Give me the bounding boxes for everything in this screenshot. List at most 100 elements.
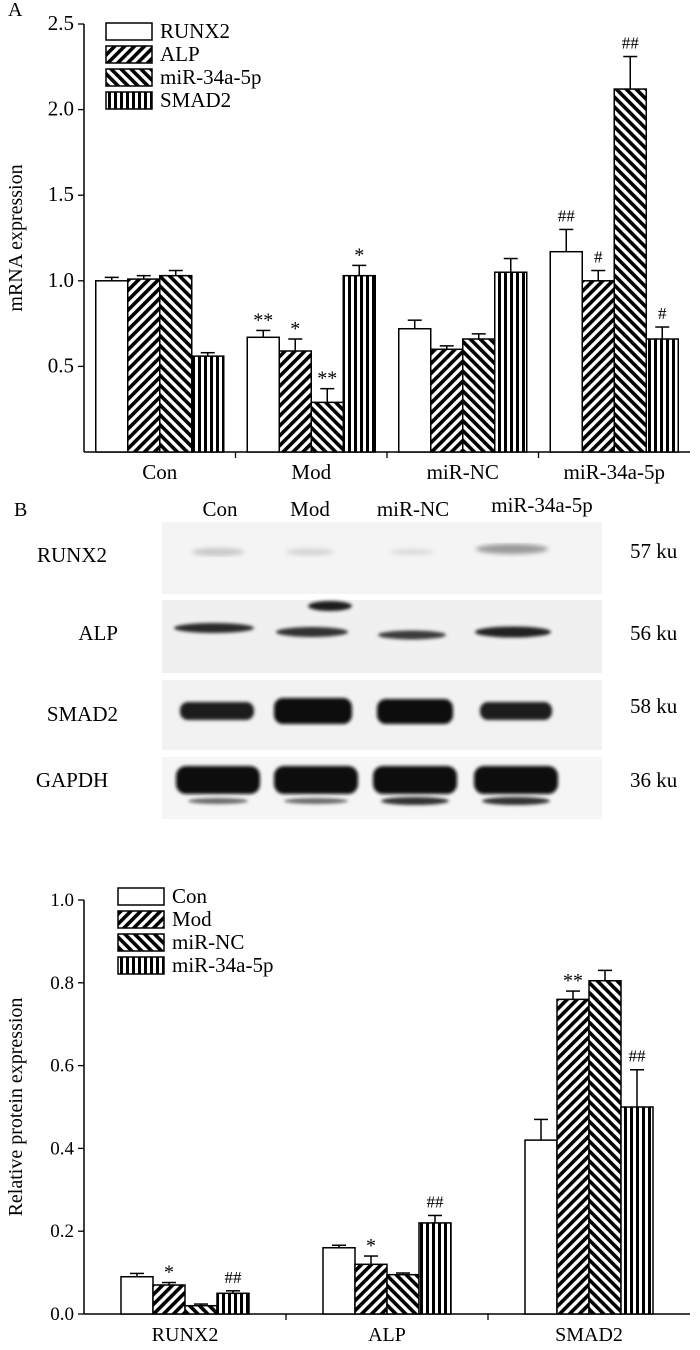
blot-band — [378, 630, 446, 640]
y-tick-label: 0.2 — [50, 1221, 74, 1242]
bar-alp-con — [127, 278, 161, 453]
category-label: miR-NC — [427, 460, 499, 484]
blot-size-runx2: 57 ku — [630, 539, 678, 563]
legend-swatch — [117, 956, 165, 975]
blot-band — [308, 601, 352, 611]
legend-label: RUNX2 — [160, 19, 230, 43]
y-tick-label: 0.5 — [48, 353, 74, 377]
blot-band — [284, 798, 348, 804]
significance-mark: ** — [563, 970, 583, 992]
bar-mod-smad2 — [556, 998, 590, 1315]
blot-band — [180, 702, 254, 720]
panel-letter-a: A — [8, 0, 23, 21]
blot-band — [176, 766, 260, 794]
y-tick-label: 0.0 — [50, 1304, 74, 1325]
bar-runx2-mod — [246, 336, 280, 453]
blot-strip-runx2 — [162, 522, 602, 594]
bar-con-alp — [322, 1247, 356, 1315]
bar-mir-34a-5p-smad2 — [620, 1106, 654, 1315]
blot-band — [276, 627, 348, 637]
bar-mod-alp — [354, 1263, 388, 1315]
y-tick-label: 1.0 — [48, 268, 74, 292]
legend-label: miR-34a-5p — [160, 65, 261, 89]
significance-mark: * — [290, 318, 300, 340]
y-tick-label: 0.8 — [50, 973, 74, 994]
y-tick-label: 0.6 — [50, 1056, 74, 1077]
legend-swatch — [105, 45, 153, 64]
blot-size-smad2: 58 ku — [630, 694, 678, 718]
significance-mark: * — [366, 1235, 376, 1257]
bar-runx2-con — [95, 280, 129, 453]
lane-label-mod: Mod — [290, 497, 330, 521]
bar-mir-34a-5p-mir-nc — [462, 338, 496, 453]
blot-band — [188, 798, 248, 804]
y-axis-label: mRNA expression — [5, 164, 27, 311]
blot-band — [381, 797, 449, 805]
bar-mod-runx2 — [152, 1284, 186, 1315]
bar-mir-nc-runx2 — [184, 1304, 218, 1315]
blot-band — [377, 699, 453, 724]
significance-mark: ## — [622, 34, 640, 53]
blot-row-label-gapdh: GAPDH — [36, 768, 108, 792]
blot-row-label-smad2: SMAD2 — [47, 702, 118, 726]
significance-mark: # — [594, 248, 603, 267]
blot-band — [192, 548, 244, 556]
legend-swatch — [105, 68, 153, 87]
bar-smad2-con — [191, 355, 225, 453]
significance-mark: ## — [629, 1047, 647, 1066]
legend-label: miR-34a-5p — [172, 953, 273, 977]
y-tick-label: 2.0 — [48, 97, 74, 121]
legend-swatch — [117, 887, 165, 906]
blot-band — [480, 702, 552, 720]
blot-band — [373, 766, 457, 794]
category-label: ALP — [368, 1324, 406, 1345]
western-blot: B Con Mod miR-NC miR-34a-5p RUNX2 57 ku … — [14, 493, 678, 819]
bar-mir-34a-5p-con — [159, 274, 193, 453]
bar-alp-mir-34a-5p — [581, 280, 615, 453]
significance-mark: ## — [427, 1192, 445, 1211]
legend-swatch — [117, 910, 165, 929]
bar-mir-34a-5p-runx2 — [216, 1292, 250, 1315]
significance-mark: ** — [253, 309, 273, 331]
blot-band — [390, 549, 434, 555]
bar-alp-mir-nc — [430, 348, 464, 453]
significance-mark: ## — [225, 1268, 243, 1287]
lane-label-con: Con — [202, 497, 238, 521]
bar-con-runx2 — [120, 1275, 154, 1315]
blot-band — [474, 766, 558, 794]
lane-label-mir-34a-5p: miR-34a-5p — [491, 493, 592, 517]
bar-mir-nc-alp — [386, 1273, 420, 1315]
panel-letter-b: B — [14, 499, 27, 521]
legend-label: Con — [172, 884, 208, 908]
bar-alp-mod — [278, 350, 312, 453]
category-label: Con — [142, 460, 178, 484]
y-tick-label: 0.4 — [50, 1138, 74, 1159]
category-label: miR-34a-5p — [564, 460, 665, 484]
bar-runx2-mir-34a-5p — [549, 250, 583, 453]
blot-row-label-runx2: RUNX2 — [37, 543, 107, 567]
blot-band — [476, 544, 548, 554]
blot-size-gapdh: 36 ku — [630, 768, 678, 792]
blot-size-alp: 56 ku — [630, 621, 678, 645]
blot-band — [482, 797, 550, 805]
bar-smad2-mod — [342, 274, 376, 453]
bar-mir-34a-5p-alp — [418, 1222, 452, 1315]
legend-label: SMAD2 — [160, 88, 231, 112]
category-label: SMAD2 — [555, 1324, 623, 1345]
significance-mark: * — [164, 1262, 174, 1284]
blot-band — [475, 626, 551, 638]
blot-band — [286, 548, 334, 556]
significance-mark: ** — [317, 368, 337, 390]
significance-mark: * — [354, 244, 364, 266]
legend-label: miR-NC — [172, 930, 244, 954]
bar-con-smad2 — [524, 1139, 558, 1315]
y-tick-label: 1.0 — [50, 890, 74, 911]
blot-band — [174, 623, 254, 633]
legend-swatch — [117, 933, 165, 952]
y-axis-label: Relative protein expression — [5, 998, 27, 1217]
category-label: Mod — [291, 460, 331, 484]
bar-smad2-mir-nc — [494, 271, 528, 453]
legend-label: ALP — [160, 42, 200, 66]
